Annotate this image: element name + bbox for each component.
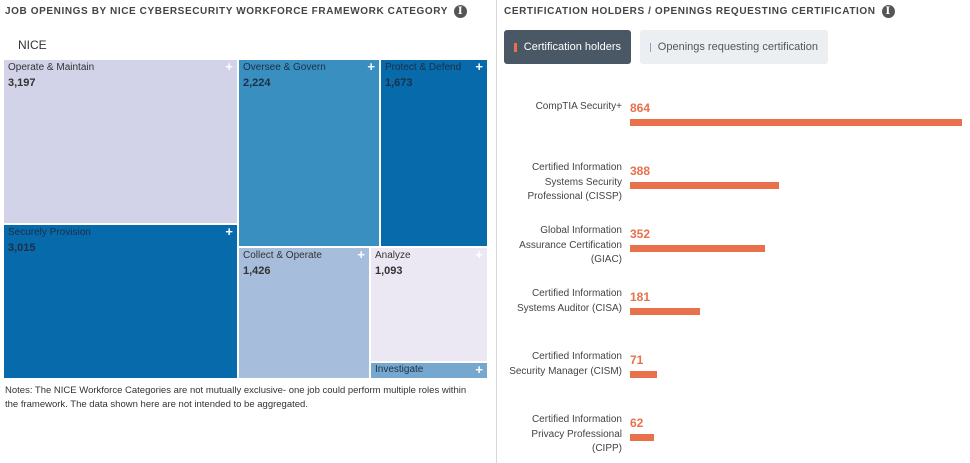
- cert-value-label: 388: [630, 164, 651, 178]
- treemap-title: Job Openings by NICE Cybersecurity Workf…: [5, 5, 468, 18]
- treemap-tile-value: 3,197: [8, 77, 36, 89]
- treemap-tile-investigate[interactable]: Investigate +: [371, 363, 487, 378]
- cert-bar[interactable]: [630, 245, 765, 252]
- cert-category-label: CompTIA Security+: [535, 101, 622, 112]
- treemap-tile-protect-defend[interactable]: Protect & Defend 1,673 +: [381, 60, 487, 246]
- expand-plus-icon[interactable]: +: [225, 225, 233, 239]
- treemap-tile-value: 1,093: [375, 265, 403, 277]
- info-icon[interactable]: i: [454, 5, 468, 18]
- cert-bar[interactable]: [630, 182, 779, 189]
- treemap-tile-operate-maintain[interactable]: Operate & Maintain 3,197 +: [4, 60, 237, 223]
- treemap-tile-value: 1,426: [243, 265, 271, 277]
- cert-category-label: Certified Information Systems Auditor (C…: [516, 288, 622, 314]
- cert-bar[interactable]: [630, 308, 700, 315]
- treemap-tile-value: 3,015: [8, 242, 36, 254]
- openings-swatch-icon: [650, 42, 651, 52]
- bar-chart-title: Certification Holders / Openings Request…: [504, 5, 895, 18]
- treemap-title-text: Job Openings by NICE Cybersecurity Workf…: [5, 6, 449, 17]
- legend-holders-label: Certification holders: [523, 41, 621, 53]
- info-icon[interactable]: i: [881, 5, 895, 18]
- expand-plus-icon[interactable]: +: [475, 363, 483, 377]
- expand-plus-icon[interactable]: +: [357, 248, 365, 262]
- legend-toggle-openings[interactable]: Openings requesting certification: [640, 30, 828, 64]
- treemap-tile-label: Analyze: [375, 250, 411, 261]
- panel-divider: [496, 0, 497, 463]
- treemap-tile-value: 2,224: [243, 77, 271, 89]
- bar-chart-title-text: Certification Holders / Openings Request…: [504, 6, 876, 17]
- treemap-tile-label: Collect & Operate: [243, 250, 322, 261]
- expand-plus-icon[interactable]: +: [367, 60, 375, 74]
- treemap-tile-value: 1,673: [385, 77, 413, 89]
- cert-category-label: Global Information Assurance Certificati…: [519, 225, 622, 265]
- notes: Notes: The NICE Workforce Categories are…: [5, 385, 467, 410]
- treemap-tile-label: Protect & Defend: [385, 62, 462, 73]
- treemap-tile-label: Operate & Maintain: [8, 62, 95, 73]
- treemap-tile-oversee-govern[interactable]: Oversee & Govern 2,224 +: [239, 60, 379, 246]
- expand-plus-icon[interactable]: +: [475, 248, 483, 262]
- treemap-tile-label: Oversee & Govern: [243, 62, 326, 73]
- treemap-tile-collect-operate[interactable]: Collect & Operate 1,426 +: [239, 248, 369, 378]
- treemap-root-label[interactable]: NICE: [18, 38, 47, 52]
- cert-category-label: Certified Information Systems Security P…: [527, 162, 622, 202]
- holders-swatch-icon: [514, 42, 517, 52]
- cert-value-label: 352: [630, 227, 651, 241]
- cert-value-label: 71: [630, 353, 644, 367]
- treemap-tile-analyze[interactable]: Analyze 1,093 +: [371, 248, 487, 361]
- expand-plus-icon[interactable]: +: [475, 60, 483, 74]
- expand-plus-icon[interactable]: +: [225, 60, 233, 74]
- cert-value-label: 181: [630, 290, 651, 304]
- cert-value-label: 864: [630, 101, 651, 115]
- cert-category-label: Certified Information Security Manager (…: [509, 351, 622, 377]
- cert-category-label: Certified Information Privacy Profession…: [531, 414, 622, 454]
- treemap-tile-label: Investigate: [375, 364, 424, 375]
- cert-value-label: 62: [630, 416, 644, 430]
- legend-openings-label: Openings requesting certification: [657, 41, 818, 53]
- legend-toggle-holders[interactable]: Certification holders: [504, 30, 631, 64]
- treemap-tile-securely-provision[interactable]: Securely Provision 3,015 +: [4, 225, 237, 378]
- cert-bar[interactable]: [630, 371, 657, 378]
- cert-bar[interactable]: [630, 119, 962, 126]
- cert-bar[interactable]: [630, 434, 654, 441]
- treemap-tile-label: Securely Provision: [8, 227, 91, 238]
